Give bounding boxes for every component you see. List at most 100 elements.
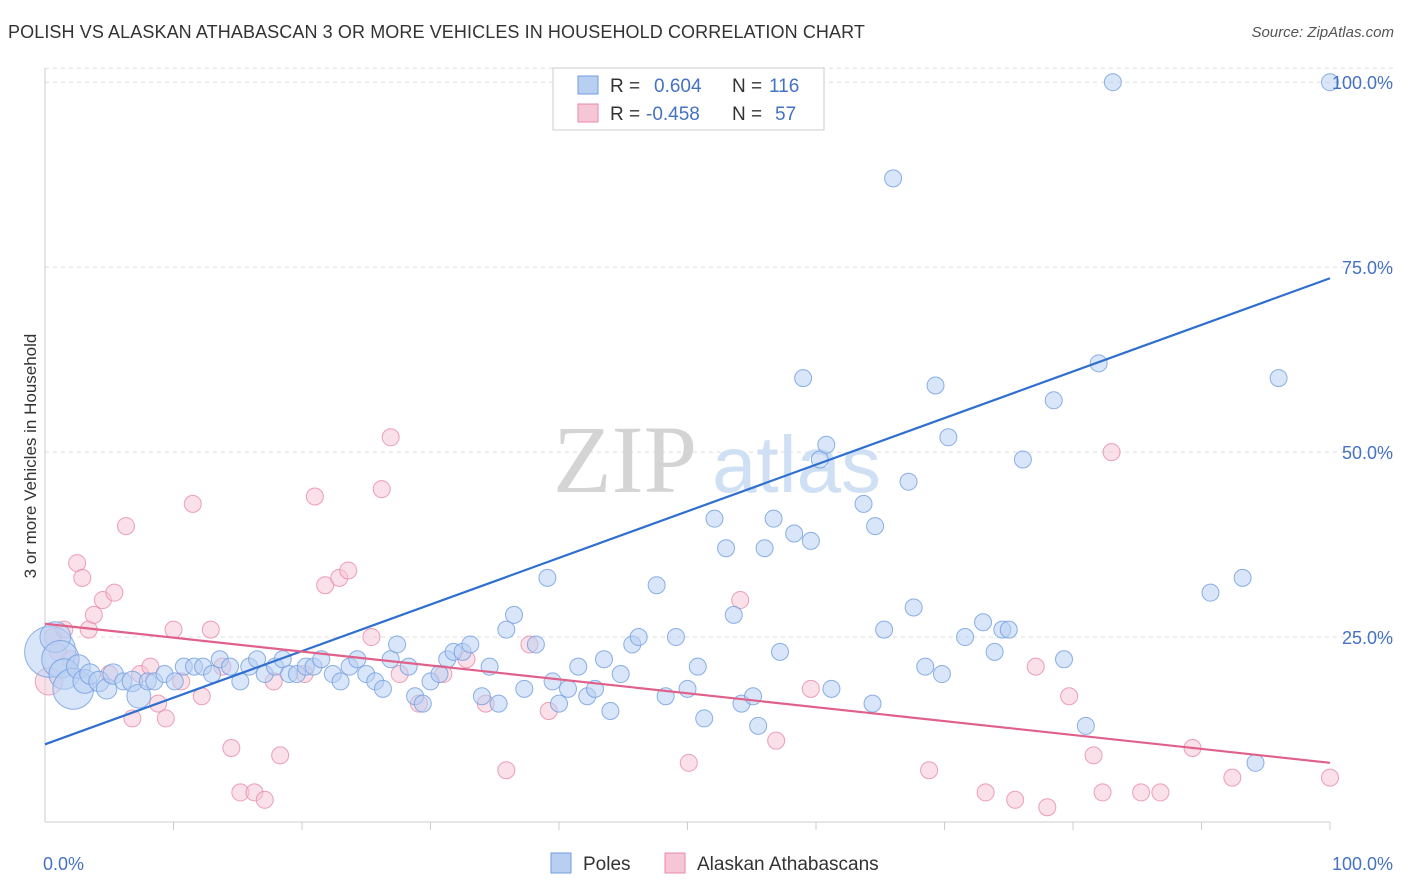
alaskan-point-62	[1223, 768, 1242, 787]
poles-point-59	[526, 635, 545, 654]
poles-point-93	[854, 494, 873, 513]
poles-point-89	[801, 531, 820, 550]
axes	[44, 68, 1331, 830]
alaskan-point-56	[1084, 746, 1103, 765]
poles-point-23	[221, 657, 240, 676]
legend-swatch-poles	[577, 75, 599, 95]
poles-point-103	[939, 428, 958, 447]
watermark-atlas: atlas	[712, 420, 881, 509]
y-axis-label: 3 or more Vehicles in Household	[21, 334, 40, 579]
poles-point-94	[866, 517, 885, 536]
y-tick-label-2: 75.0%	[1342, 258, 1393, 278]
alaskan-point-54	[1038, 798, 1057, 817]
poles-point-112	[1076, 716, 1095, 735]
alaskan-point-46	[679, 753, 698, 772]
poles-point-82	[744, 687, 763, 706]
alaskan-point-63	[1321, 768, 1339, 787]
poles-point-100	[916, 657, 935, 676]
legend-alaskan-r-label: R =	[610, 104, 640, 125]
bottom-legend-poles: Poles	[583, 854, 631, 875]
alaskan-point-36	[372, 480, 391, 499]
watermark-zip: ZIP	[553, 406, 697, 513]
poles-point-116	[1233, 568, 1252, 587]
poles-point-55	[489, 694, 508, 713]
poles-point-60	[538, 568, 557, 587]
poles-point-109	[1013, 450, 1032, 469]
poles-point-106	[985, 642, 1004, 661]
alaskan-point-34	[339, 561, 358, 580]
poles-point-17	[165, 672, 184, 691]
poles-point-87	[785, 524, 804, 543]
bottom-legend-swatch-poles	[550, 852, 572, 874]
poles-point-111	[1055, 650, 1074, 669]
alaskan-point-17	[156, 709, 175, 728]
alaskan-point-20	[183, 494, 202, 513]
poles-point-78	[705, 509, 724, 528]
poles-point-95	[863, 694, 882, 713]
bottom-legend-alaskan: Alaskan Athabascans	[697, 854, 879, 875]
tick-labels: 25.0% 50.0% 75.0% 100.0% 0.0% 100.0%	[43, 73, 1393, 874]
x-tick-label-0: 0.0%	[43, 854, 84, 874]
poles-point-83	[749, 716, 768, 735]
poles-point-72	[647, 576, 666, 595]
poles-point-85	[764, 509, 783, 528]
legend-swatch-alaskan	[577, 103, 599, 123]
poles-point-104	[956, 628, 975, 647]
poles-point-96	[875, 620, 894, 639]
poles-trend-line	[44, 277, 1331, 746]
alaskan-point-58	[1102, 443, 1121, 462]
poles-point-108	[999, 620, 1018, 639]
alaskan-point-31	[305, 487, 324, 506]
poles-point-79	[717, 539, 736, 558]
alaskan-point-6	[73, 568, 92, 587]
top-legend: R = 0.604 N = 116 R = -0.458 N = 57	[552, 67, 825, 131]
poles-point-53	[472, 687, 491, 706]
legend-poles-n-value: 116	[769, 76, 799, 97]
poles-point-88	[794, 369, 813, 388]
alaskan-point-57	[1093, 783, 1112, 802]
alaskan-point-52	[1006, 790, 1025, 809]
alaskan-point-43	[497, 761, 516, 780]
alaskan-point-8	[84, 605, 103, 624]
poles-point-99	[904, 598, 923, 617]
alaskan-point-27	[255, 790, 274, 809]
alaskan-point-24	[222, 739, 241, 758]
poles-point-13	[126, 683, 152, 709]
poles-point-69	[611, 665, 630, 684]
alaskan-point-49	[801, 679, 820, 698]
series-poles-points	[24, 73, 1339, 772]
poles-point-91	[817, 435, 836, 454]
poles-point-80	[724, 605, 743, 624]
poles-point-77	[695, 709, 714, 728]
poles-point-115	[1201, 583, 1220, 602]
legend-poles-r-value: 0.604	[654, 76, 702, 97]
poles-point-86	[771, 642, 790, 661]
legend-alaskan-n-label: N =	[732, 104, 762, 125]
alaskan-trend-line	[44, 622, 1331, 764]
alaskan-point-29	[271, 746, 290, 765]
poles-point-98	[899, 472, 918, 491]
alaskan-point-59	[1132, 783, 1151, 802]
watermark: ZIP atlas	[553, 406, 881, 513]
poles-point-84	[755, 539, 774, 558]
chart-title: POLISH VS ALASKAN ATHABASCAN 3 OR MORE V…	[8, 22, 866, 42]
poles-point-21	[203, 665, 222, 684]
poles-point-44	[399, 657, 418, 676]
alaskan-point-35	[362, 628, 381, 647]
chart-source: Source: ZipAtlas.com	[1251, 24, 1394, 41]
poles-point-63	[558, 679, 577, 698]
poles-point-101	[926, 376, 945, 395]
poles-point-57	[505, 605, 524, 624]
poles-point-68	[601, 702, 620, 721]
poles-point-67	[594, 650, 613, 669]
poles-point-117	[1246, 753, 1265, 772]
legend-poles-r-label: R =	[610, 76, 640, 97]
alaskan-point-12	[116, 517, 135, 536]
poles-point-46	[413, 694, 432, 713]
poles-point-97	[884, 169, 903, 188]
bottom-legend-swatch-alaskan	[664, 852, 686, 874]
poles-point-36	[331, 672, 350, 691]
alaskan-point-60	[1151, 783, 1170, 802]
poles-point-41	[373, 679, 392, 698]
